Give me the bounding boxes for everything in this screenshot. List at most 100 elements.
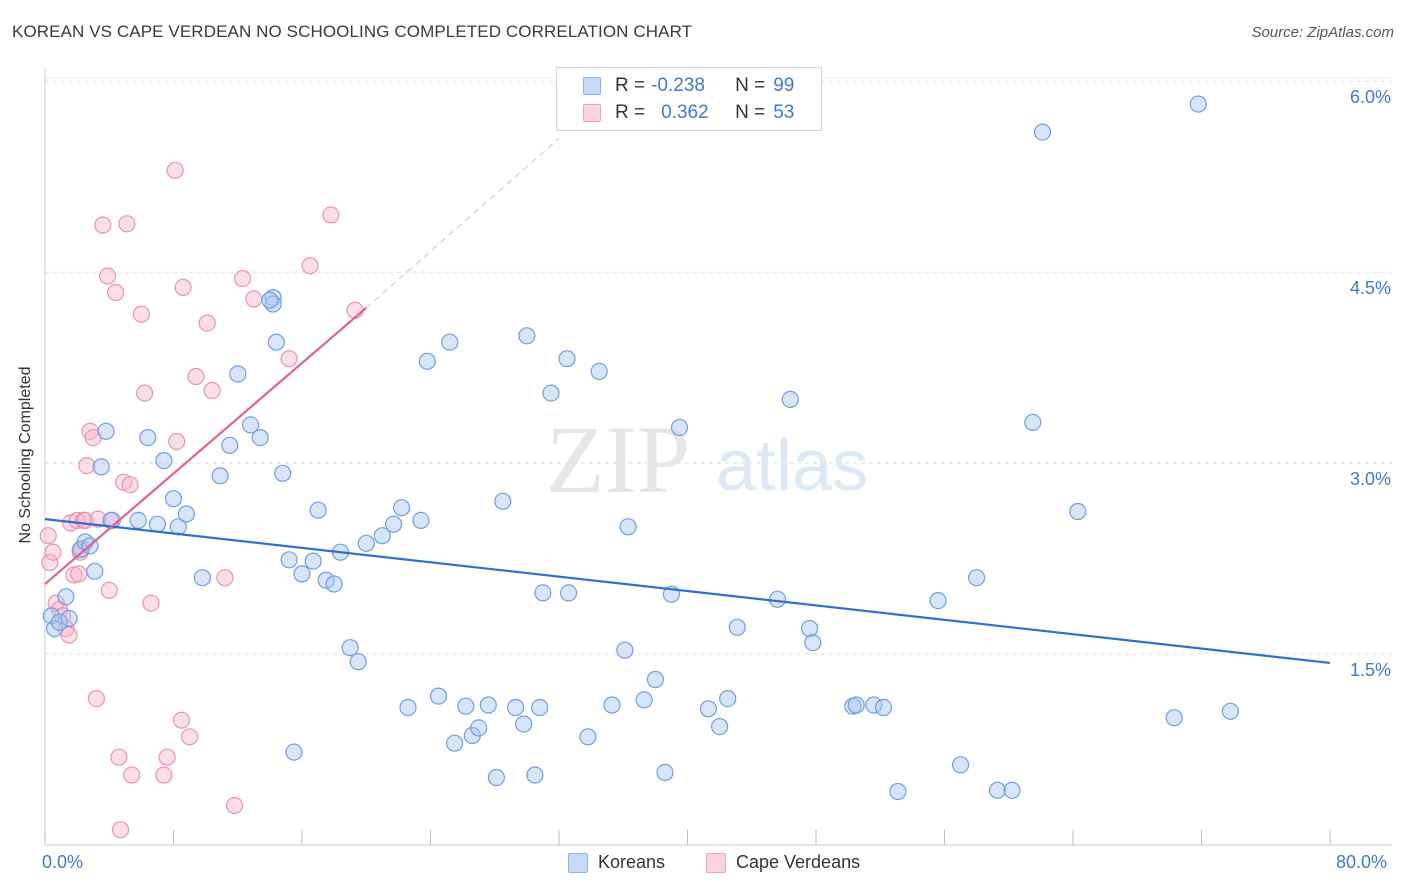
cape-verdeans-points bbox=[39, 161, 364, 839]
r-value: -0.238 bbox=[651, 75, 705, 96]
korean-point bbox=[57, 588, 75, 606]
n-value: 99 bbox=[773, 75, 795, 96]
watermark-atlas: atlas bbox=[716, 426, 868, 506]
korean-point bbox=[242, 416, 260, 434]
korean-point bbox=[86, 562, 104, 580]
korean-point bbox=[656, 763, 674, 782]
korean-point bbox=[229, 365, 247, 383]
korean-point bbox=[446, 734, 464, 752]
cape-verdean-point bbox=[203, 381, 221, 400]
korean-point bbox=[951, 756, 970, 774]
y-tick-label: 6.0% bbox=[1350, 87, 1392, 107]
cape-verdean-point bbox=[118, 215, 136, 233]
correlation-legend: R = -0.238 N = 99 R = 0.362 N = 53 bbox=[556, 67, 822, 131]
cape-verdean-point bbox=[136, 384, 154, 402]
korean-point bbox=[1033, 123, 1052, 141]
korean-point bbox=[1003, 781, 1021, 799]
cape-verdean-point bbox=[172, 711, 191, 729]
korean-point bbox=[579, 728, 597, 746]
korean-point bbox=[487, 768, 505, 787]
cape-verdeans-trend-line bbox=[44, 306, 367, 585]
korean-point bbox=[325, 575, 343, 593]
gridlines bbox=[45, 77, 1392, 655]
legend-label-cape-verdeans: Cape Verdeans bbox=[736, 852, 861, 872]
cape-verdean-point bbox=[301, 257, 319, 275]
cape-verdean-point bbox=[39, 527, 57, 545]
cape-verdean-point bbox=[98, 267, 117, 285]
cape-verdean-point bbox=[41, 553, 59, 572]
korean-point bbox=[50, 613, 69, 631]
r-value: 0.362 bbox=[661, 102, 709, 123]
cape-verdean-point bbox=[121, 476, 139, 494]
korean-point bbox=[929, 591, 947, 610]
korean-point bbox=[518, 327, 536, 345]
korean-point bbox=[889, 782, 907, 801]
korean-point bbox=[349, 653, 367, 671]
korean-point bbox=[526, 766, 544, 784]
korean-point bbox=[309, 501, 327, 519]
korean-point bbox=[967, 569, 986, 587]
y-tick-label: 4.5% bbox=[1350, 278, 1392, 298]
korean-point bbox=[399, 698, 417, 717]
cape-verdean-point bbox=[44, 543, 62, 561]
korean-point bbox=[267, 333, 285, 351]
source-label: Source: ZipAtlas.com bbox=[1251, 24, 1394, 41]
cape-verdean-point bbox=[110, 748, 128, 766]
cape-verdean-point bbox=[245, 290, 263, 308]
korean-point bbox=[874, 698, 893, 717]
korean-point bbox=[1069, 502, 1087, 521]
korean-point bbox=[542, 384, 560, 402]
korean-point bbox=[865, 696, 883, 714]
korean-point bbox=[728, 618, 746, 636]
korean-point bbox=[97, 422, 115, 440]
korean-point bbox=[781, 390, 799, 408]
korean-point bbox=[418, 352, 436, 370]
korean-point bbox=[534, 584, 552, 602]
korean-point bbox=[261, 291, 279, 309]
cape-verdean-point bbox=[346, 301, 364, 319]
axes bbox=[44, 68, 1392, 846]
cape-verdean-point bbox=[70, 565, 88, 583]
y-tick-label: 1.5% bbox=[1350, 660, 1392, 680]
x-tick-label-max: 80.0% bbox=[1336, 852, 1388, 872]
cape-verdean-point bbox=[100, 581, 118, 600]
korean-point bbox=[193, 569, 211, 587]
y-axis-label: No Schooling Completed bbox=[17, 366, 34, 544]
cape-verdean-point bbox=[142, 594, 160, 612]
korean-point bbox=[531, 698, 549, 717]
koreans-swatch bbox=[568, 852, 588, 873]
korean-point bbox=[341, 639, 359, 657]
chart-title: KOREAN VS CAPE VERDEAN NO SCHOOLING COMP… bbox=[12, 22, 693, 41]
cape-verdean-point bbox=[168, 432, 186, 451]
cape-verdean-point bbox=[234, 269, 252, 288]
korean-point bbox=[616, 641, 634, 659]
korean-point bbox=[139, 429, 157, 447]
korean-point bbox=[457, 697, 475, 715]
legend-row-cape-verdeans: R = 0.362 N = 53 bbox=[583, 100, 794, 126]
cape-verdeans-trend-extension bbox=[365, 138, 560, 309]
korean-point bbox=[317, 571, 335, 589]
korean-point bbox=[719, 689, 737, 708]
cape-verdean-point bbox=[158, 748, 176, 766]
korean-point bbox=[1165, 709, 1183, 727]
cape-verdean-point bbox=[89, 510, 107, 528]
cape-verdean-point bbox=[166, 161, 184, 179]
watermark-zip: ZIP bbox=[546, 406, 690, 513]
cape-verdean-point bbox=[322, 206, 340, 224]
korean-point bbox=[129, 511, 147, 530]
trend-lines bbox=[44, 138, 1331, 665]
cape-verdean-point bbox=[280, 350, 298, 368]
korean-point bbox=[221, 436, 239, 454]
korean-point bbox=[699, 700, 718, 718]
cape-verdean-point bbox=[87, 689, 106, 708]
korean-point bbox=[558, 350, 576, 368]
korean-point bbox=[373, 527, 391, 545]
korean-point bbox=[670, 418, 689, 437]
korean-point bbox=[155, 452, 173, 470]
korean-point bbox=[515, 715, 533, 733]
korean-point bbox=[264, 289, 282, 307]
korean-point bbox=[603, 696, 621, 714]
korean-point bbox=[412, 511, 430, 530]
korean-point bbox=[494, 492, 512, 510]
